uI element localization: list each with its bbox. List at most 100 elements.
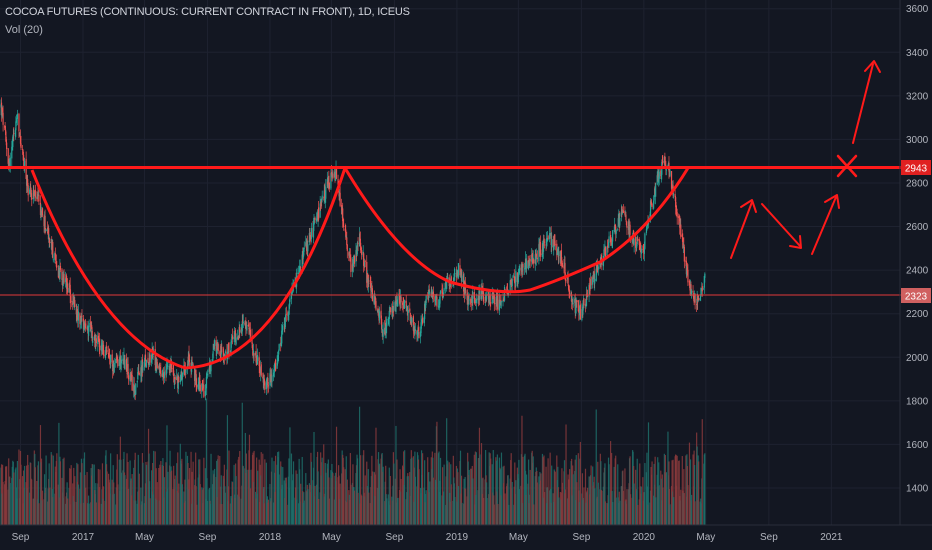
candle-body [190,359,193,373]
candle-body [369,282,371,284]
volume-bar [688,442,691,525]
candle-body [54,253,56,259]
candle-body [289,298,291,302]
candle-body [147,361,150,365]
candle-body [105,348,107,353]
volume-bar [382,466,384,525]
candle-body [5,129,7,135]
candle-body [312,222,315,238]
volume-bar [18,449,20,525]
volume-bar [418,469,420,525]
volume-bar [626,489,628,525]
candle-body [280,342,282,346]
volume-bar [196,504,198,525]
candle-body [646,226,648,230]
price-tick-label: 2600 [906,222,929,233]
price-axis[interactable]: 1400 1600 1800 2000 2200 2400 2600 2800 3000 3200… [906,4,929,494]
candle-body [607,245,609,248]
candle-body [83,322,86,328]
candle-body [701,286,703,292]
candle-body [122,358,124,361]
volume-bar [27,464,29,525]
candle-body [343,226,345,228]
candle-body [405,300,407,309]
candle-body [672,194,675,196]
volume-bar [536,482,538,525]
candle-body [65,276,68,289]
volume-bar [443,464,445,525]
volume-bar [256,457,258,525]
volume-bar [335,426,338,525]
candle-body [588,285,591,290]
volume-bar [482,497,485,525]
volume-bar [687,485,689,525]
candle-body [664,157,666,165]
volume-bar [496,454,498,525]
candle-body [367,279,369,287]
candle-body [446,278,448,289]
candle-body [599,263,601,265]
candle-body [538,244,540,261]
volume-bar [166,425,168,525]
candle-body [407,309,409,313]
volume-bar [265,462,267,525]
volume-bar [178,483,180,525]
volume-bar [301,456,303,525]
volume-bar [558,497,560,525]
candle-body [227,344,229,355]
volume-indicator-label[interactable]: Vol (20) [5,24,43,36]
volume-bar [676,455,678,525]
candle-body [77,311,79,321]
candle-body [366,261,368,283]
candle-body [418,331,420,339]
candle-body [194,369,196,380]
candle-body [360,242,362,251]
candle-body [425,295,427,303]
candle-body [360,248,362,250]
volume-bar [257,470,259,525]
volume-bar [654,456,656,525]
candle-body [163,371,166,378]
candle-body [242,321,244,324]
volume-bar [69,468,71,525]
volume-bar [40,458,43,525]
volume-bar [612,502,614,525]
candle-body [94,338,96,341]
volume-bar [504,493,506,525]
volume-bar [149,498,151,525]
candle-body [278,344,280,351]
candle-body [624,210,626,215]
candle-body [572,303,574,304]
candle-body [515,271,517,287]
candle-body [391,305,393,315]
volume-bar [181,484,183,525]
candle-body [368,280,370,282]
candle-body [539,241,542,254]
volume-bar [608,464,610,525]
volume-bar [662,487,664,525]
candle-body [497,294,499,310]
volume-bar [67,498,69,525]
candle-body [180,378,182,380]
time-axis[interactable]: Sep 2017 May Sep 2018 May Sep 2019 May Sep 2020 May… [12,532,843,543]
volume-bar [540,473,542,525]
candle-body [385,326,387,332]
volume-bar [59,461,62,525]
candle-body [454,273,456,275]
candle-body [528,262,530,269]
candle-body [238,337,240,339]
candle-body [411,317,413,323]
volume-bar [412,456,414,525]
candle-body [645,228,648,233]
candle-body [106,350,108,352]
volume-bar [239,451,241,525]
candle-body [27,185,29,196]
candle-body [482,292,485,302]
volume-bar [651,461,653,525]
candle-body [482,289,484,295]
volume-bar [474,451,476,525]
candle-body [640,248,642,254]
candle-body [224,351,226,353]
candle-body [203,385,205,397]
